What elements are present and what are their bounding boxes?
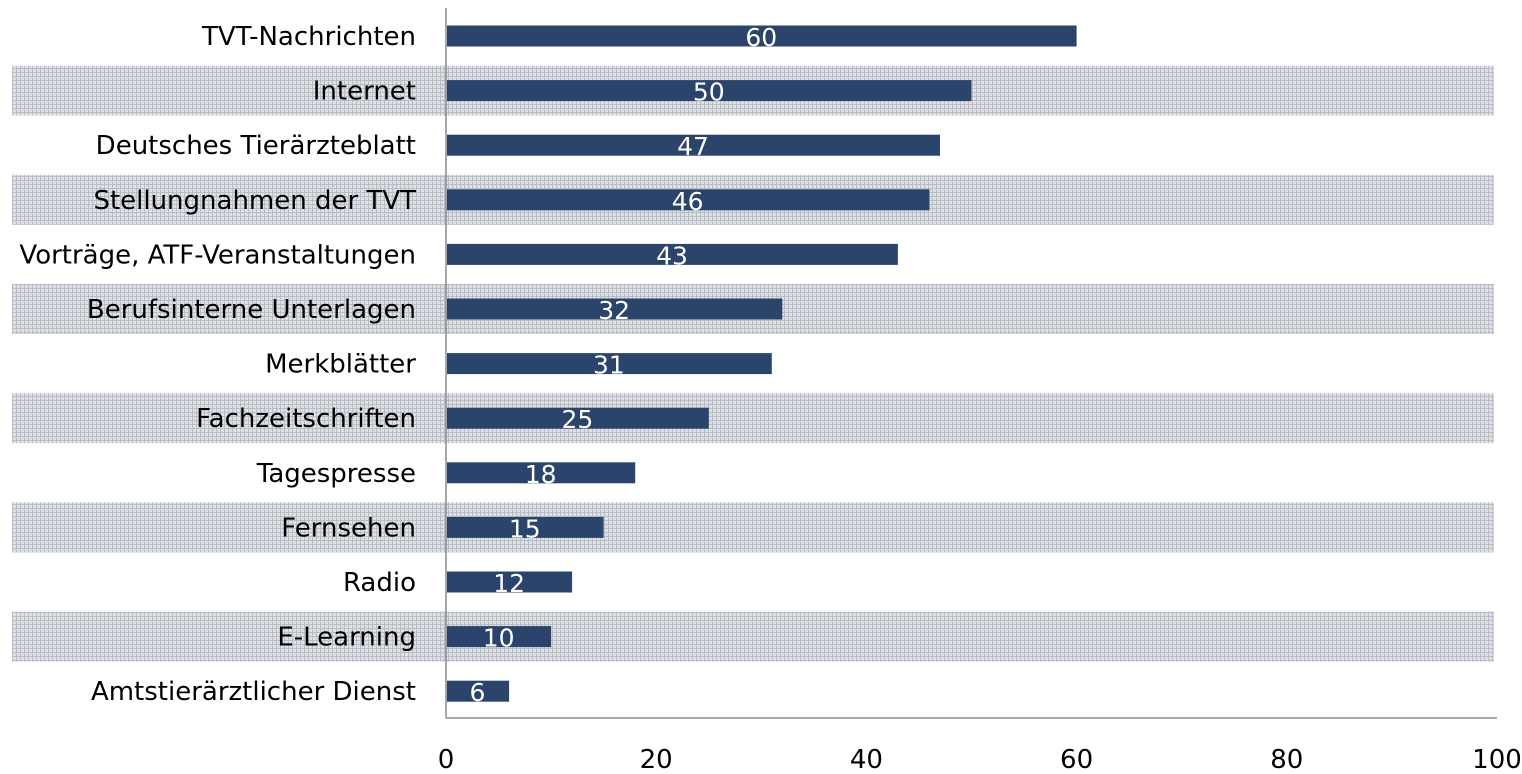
value-label: 18 bbox=[525, 460, 557, 489]
x-tick-label: 100 bbox=[1472, 745, 1522, 774]
value-label: 47 bbox=[677, 132, 709, 161]
bar bbox=[447, 626, 552, 648]
x-tick-label: 80 bbox=[1270, 745, 1303, 774]
bar bbox=[447, 353, 772, 375]
bar bbox=[447, 462, 636, 484]
value-label: 43 bbox=[656, 241, 688, 270]
axes bbox=[445, 8, 1497, 719]
bar bbox=[447, 516, 604, 538]
bar bbox=[447, 189, 930, 211]
bar bbox=[447, 407, 709, 429]
bar bbox=[447, 680, 510, 702]
category-label: E-Learning bbox=[277, 623, 416, 653]
x-tick-label: 40 bbox=[850, 745, 883, 774]
value-label: 46 bbox=[672, 187, 704, 216]
x-tick-label: 0 bbox=[438, 745, 455, 774]
bar bbox=[447, 80, 972, 102]
bar bbox=[447, 243, 898, 265]
x-tick-label: 20 bbox=[640, 745, 673, 774]
x-tick-label: 60 bbox=[1060, 745, 1093, 774]
category-labels: TVT-Nachrichten Internet Deutsches Tierärz… bbox=[19, 22, 416, 707]
row-band bbox=[12, 611, 1494, 662]
row-bands bbox=[12, 65, 1494, 662]
value-label: 60 bbox=[745, 23, 777, 52]
category-label: Berufsinterne Unterlagen bbox=[87, 295, 416, 325]
category-label: Vorträge, ATF-Veranstaltungen bbox=[19, 240, 416, 270]
value-label: 31 bbox=[593, 351, 625, 380]
value-label: 50 bbox=[693, 78, 725, 107]
value-label: 12 bbox=[493, 569, 525, 598]
category-label: Fachzeitschriften bbox=[196, 404, 416, 434]
category-label: Stellungnahmen der TVT bbox=[93, 186, 416, 216]
category-label: Radio bbox=[343, 568, 416, 598]
bar bbox=[447, 298, 783, 320]
category-label: Deutsches Tierärzteblatt bbox=[96, 131, 416, 161]
category-label: Merkblätter bbox=[265, 350, 416, 380]
row-band bbox=[12, 393, 1494, 444]
value-label: 15 bbox=[509, 514, 541, 543]
category-label: Amtstierärztlicher Dienst bbox=[91, 677, 416, 707]
category-label: TVT-Nachrichten bbox=[201, 22, 416, 52]
bar bbox=[447, 25, 1077, 47]
value-label: 10 bbox=[483, 624, 515, 653]
category-label: Internet bbox=[313, 77, 416, 107]
bars bbox=[447, 25, 1077, 702]
row-band bbox=[12, 502, 1494, 553]
category-label: Tagespresse bbox=[256, 459, 416, 489]
bar bbox=[447, 571, 573, 593]
bar bbox=[447, 134, 940, 156]
value-label: 6 bbox=[470, 678, 486, 707]
category-label: Fernsehen bbox=[281, 513, 416, 543]
value-label: 25 bbox=[561, 405, 593, 434]
value-label: 32 bbox=[598, 296, 630, 325]
x-tick-labels: 0 20 40 60 80 100 bbox=[438, 745, 1522, 774]
